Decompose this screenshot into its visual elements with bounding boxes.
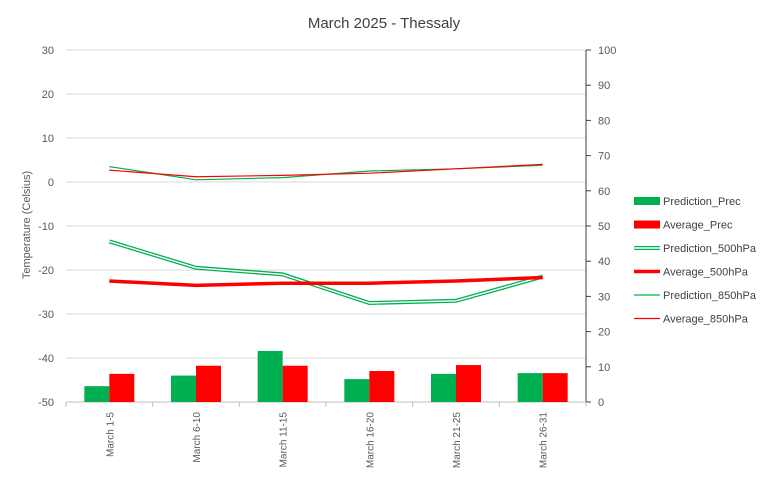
- bar-prediction-prec: [344, 379, 370, 402]
- tick-labels: 3020100-10-20-30-40-50100908070605040302…: [38, 45, 616, 468]
- legend-prediction-prec-swatch: [634, 197, 660, 205]
- y-tick-label: -30: [38, 309, 54, 321]
- y-tick-label: 10: [42, 133, 54, 145]
- bar-average-prec: [282, 365, 308, 402]
- x-tick-label: March 11-15: [279, 412, 290, 468]
- y-tick-label: 30: [42, 45, 54, 57]
- y2-tick-label: 10: [598, 362, 610, 374]
- y2-tick-label: 90: [598, 80, 610, 92]
- bar-average-prec: [456, 365, 481, 402]
- y-tick-label: 0: [48, 177, 54, 189]
- x-tick-label: March 21-25: [452, 412, 463, 469]
- bar-prediction-prec: [257, 350, 283, 402]
- line-prediction-500hpa-inner: [109, 240, 543, 304]
- y2-tick-label: 100: [598, 45, 616, 57]
- y2-tick-label: 30: [598, 291, 610, 303]
- legend-average-850hpa-label: Average_850hPa: [663, 314, 749, 326]
- bar-prediction-prec: [431, 373, 456, 402]
- legend-prediction-prec-label: Prediction_Prec: [663, 196, 741, 208]
- y2-tick-label: 70: [598, 151, 610, 163]
- bar-prediction-prec: [84, 386, 110, 402]
- line-average-850hpa: [109, 163, 543, 178]
- y2-tick-label: 50: [598, 221, 610, 233]
- chart-title: March 2025 - Thessaly: [308, 15, 461, 32]
- x-tick-label: March 6-10: [192, 412, 203, 463]
- legend-average-prec-swatch: [634, 220, 660, 229]
- bar-prediction-prec: [517, 373, 543, 402]
- bar-average-prec: [369, 371, 395, 402]
- legend-prediction-850hpa-label: Prediction_850hPa: [663, 290, 757, 302]
- bar-prediction-prec: [171, 375, 196, 402]
- line-average-500hpa: [109, 275, 543, 288]
- line-prediction-500hpa: [108, 239, 544, 306]
- y-axis-title: Temperature (Celsius): [21, 171, 33, 279]
- x-tick-label: March 1-5: [105, 412, 116, 457]
- legend: Prediction_Prec Average_Prec Prediction_50…: [634, 196, 757, 326]
- legend-average-prec-label: Average_Prec: [663, 220, 733, 232]
- y-tick-label: -20: [38, 265, 54, 277]
- grid-lines: [66, 49, 586, 403]
- x-tick-label: March 26-31: [539, 412, 550, 469]
- y-tick-label: -10: [38, 221, 54, 233]
- axes: [65, 49, 591, 407]
- y-tick-label: 20: [42, 89, 54, 101]
- y-tick-label: -50: [38, 397, 54, 409]
- y2-tick-label: 20: [598, 327, 610, 339]
- bar-average-prec: [109, 373, 135, 402]
- y-tick-label: -40: [38, 353, 54, 365]
- legend-prediction-500hpa-label: Prediction_500hPa: [663, 243, 757, 255]
- bar-average-prec: [196, 365, 221, 402]
- lines: [108, 163, 544, 306]
- y2-tick-label: 0: [598, 397, 604, 409]
- bar-average-prec: [542, 373, 568, 402]
- legend-average-500hpa-label: Average_500hPa: [663, 267, 749, 279]
- bars: [84, 350, 568, 402]
- y2-tick-label: 40: [598, 256, 610, 268]
- x-tick-label: March 16-20: [365, 412, 376, 469]
- y2-tick-label: 80: [598, 115, 610, 127]
- y2-tick-label: 60: [598, 186, 610, 198]
